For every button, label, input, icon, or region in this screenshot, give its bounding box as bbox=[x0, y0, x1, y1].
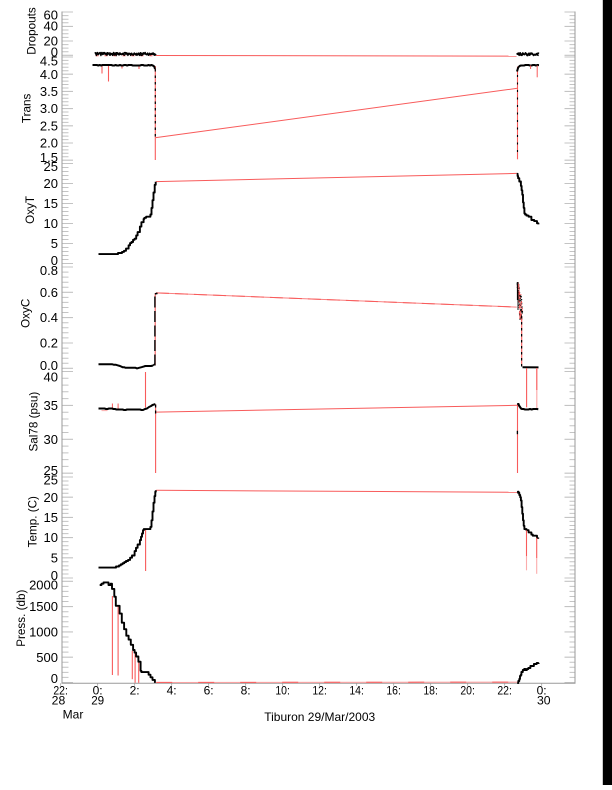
svg-text:1000: 1000 bbox=[29, 625, 58, 640]
svg-text:10: 10 bbox=[44, 216, 58, 231]
svg-text:0:: 0: bbox=[537, 683, 547, 697]
svg-text:25: 25 bbox=[44, 159, 58, 174]
svg-text:6:: 6: bbox=[204, 683, 214, 697]
svg-text:0.6: 0.6 bbox=[40, 285, 58, 300]
svg-text:Trans: Trans bbox=[21, 94, 34, 124]
svg-text:10: 10 bbox=[44, 530, 58, 545]
svg-text:Temp. (C): Temp. (C) bbox=[26, 496, 39, 547]
svg-text:5: 5 bbox=[51, 236, 58, 251]
svg-text:4.0: 4.0 bbox=[40, 67, 58, 82]
svg-text:20: 20 bbox=[44, 34, 58, 49]
svg-text:35: 35 bbox=[44, 398, 58, 413]
svg-text:0.0: 0.0 bbox=[40, 358, 58, 373]
svg-text:0: 0 bbox=[51, 44, 58, 59]
svg-text:500: 500 bbox=[36, 650, 58, 665]
svg-text:Dropouts: Dropouts bbox=[25, 7, 38, 55]
svg-text:8:: 8: bbox=[241, 683, 251, 697]
svg-text:1500: 1500 bbox=[29, 599, 58, 614]
svg-text:60: 60 bbox=[44, 8, 58, 23]
svg-text:3.0: 3.0 bbox=[40, 101, 58, 116]
svg-text:4.5: 4.5 bbox=[40, 53, 58, 68]
svg-text:2:: 2: bbox=[130, 683, 140, 697]
svg-text:20:: 20: bbox=[460, 683, 475, 697]
svg-text:0:: 0: bbox=[93, 683, 103, 697]
svg-text:5: 5 bbox=[51, 550, 58, 565]
svg-text:30: 30 bbox=[537, 694, 551, 708]
svg-text:3.5: 3.5 bbox=[40, 84, 58, 99]
svg-text:Tiburon 29/Mar/2003: Tiburon 29/Mar/2003 bbox=[264, 710, 375, 724]
svg-text:0: 0 bbox=[51, 568, 58, 583]
svg-text:14:: 14: bbox=[349, 683, 364, 697]
svg-text:Sal78 (psu): Sal78 (psu) bbox=[28, 392, 41, 452]
svg-text:10:: 10: bbox=[275, 683, 290, 697]
svg-text:20: 20 bbox=[44, 490, 58, 505]
svg-text:28: 28 bbox=[52, 694, 66, 708]
svg-text:2.5: 2.5 bbox=[40, 118, 58, 133]
svg-text:40: 40 bbox=[44, 370, 58, 385]
svg-text:25: 25 bbox=[44, 473, 58, 488]
svg-text:OxyC: OxyC bbox=[20, 299, 33, 328]
svg-text:15: 15 bbox=[44, 196, 58, 211]
svg-text:Mar: Mar bbox=[63, 707, 84, 721]
svg-text:22:: 22: bbox=[497, 683, 512, 697]
svg-text:0.8: 0.8 bbox=[40, 263, 58, 278]
svg-text:0.4: 0.4 bbox=[40, 310, 58, 325]
svg-text:15: 15 bbox=[44, 510, 58, 525]
svg-text:0: 0 bbox=[51, 671, 58, 686]
svg-text:40: 40 bbox=[44, 19, 58, 34]
svg-text:1.5: 1.5 bbox=[40, 150, 58, 165]
svg-text:12:: 12: bbox=[312, 683, 327, 697]
svg-text:25: 25 bbox=[44, 463, 58, 478]
svg-text:29: 29 bbox=[91, 694, 104, 708]
svg-text:OxyT: OxyT bbox=[24, 196, 37, 224]
svg-text:0.2: 0.2 bbox=[40, 336, 58, 351]
svg-text:30: 30 bbox=[44, 432, 58, 447]
svg-text:18:: 18: bbox=[423, 683, 438, 697]
svg-text:16:: 16: bbox=[386, 683, 401, 697]
svg-text:20: 20 bbox=[44, 176, 58, 191]
svg-text:2000: 2000 bbox=[29, 577, 58, 592]
svg-text:4:: 4: bbox=[167, 683, 177, 697]
svg-text:22:: 22: bbox=[53, 683, 68, 697]
svg-text:0: 0 bbox=[51, 253, 58, 268]
svg-text:2.0: 2.0 bbox=[40, 136, 58, 151]
svg-text:Press. (db): Press. (db) bbox=[15, 590, 28, 647]
